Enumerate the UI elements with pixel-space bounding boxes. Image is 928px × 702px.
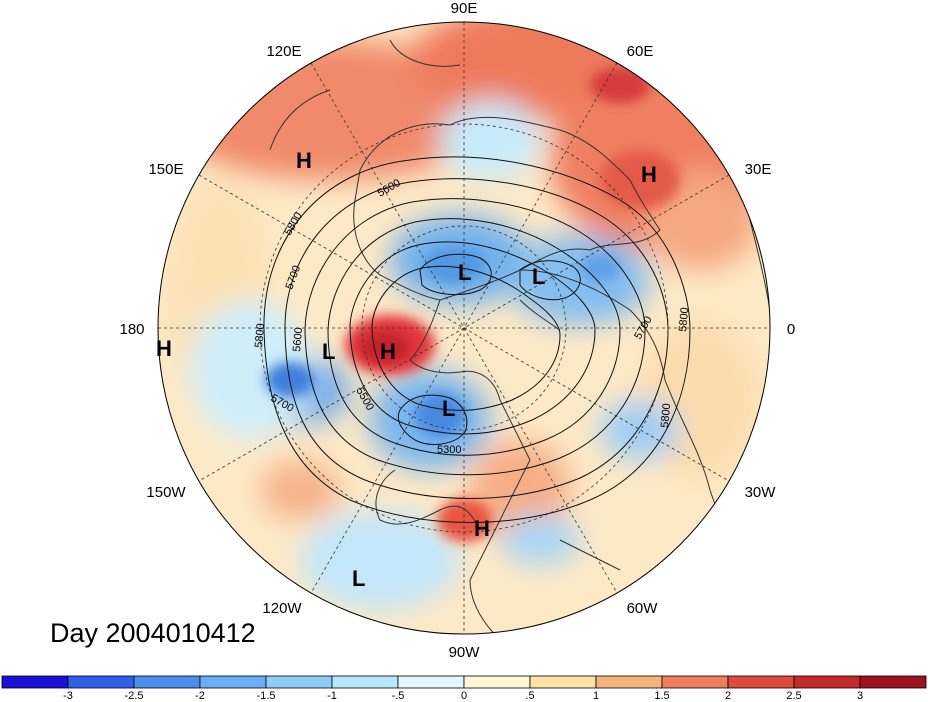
colorbar-swatch — [595, 675, 663, 689]
lon-label-150e: 150E — [148, 161, 183, 178]
colorbar-tick-label: -2.5 — [125, 690, 144, 702]
lon-label-120e: 120E — [266, 43, 301, 60]
colorbar-tick-label: -3 — [63, 690, 73, 702]
colorbar-tick-label: 2.5 — [786, 690, 801, 702]
lon-label-90w: 90W — [449, 644, 481, 661]
low-pressure-marker: L — [458, 260, 471, 285]
colorbar-swatch — [1, 675, 69, 689]
colorbar-swatch — [793, 675, 861, 689]
colorbar-tick-label: 3 — [857, 690, 863, 702]
high-pressure-marker: H — [380, 339, 396, 364]
colorbar-tick-label: -1 — [327, 690, 337, 702]
contour-label: 5800 — [677, 307, 691, 332]
colorbar-tick-label: -.5 — [392, 690, 405, 702]
lon-label-180: 180 — [119, 321, 144, 338]
lon-label-60w: 60W — [627, 600, 659, 617]
colorbar-swatch — [331, 675, 399, 689]
colorbar-swatch — [727, 675, 795, 689]
high-pressure-marker: H — [296, 148, 312, 173]
contour-label: 5800 — [253, 323, 267, 348]
colorbar-tick-label: .5 — [525, 690, 534, 702]
colorbar-swatch — [397, 675, 465, 689]
lon-label-60e: 60E — [627, 43, 654, 60]
low-pressure-marker: L — [322, 339, 335, 364]
map-boundary — [157, 21, 771, 635]
low-pressure-marker: L — [352, 566, 365, 591]
lon-label-30e: 30E — [745, 161, 772, 178]
colorbar: -3 -2.5 -2 -1.5 -1 -.5 0 .5 1 1.5 2 2.5 3 — [1, 675, 927, 702]
lon-label-30w: 30W — [745, 484, 777, 501]
colorbar-tick-label: 1 — [593, 690, 599, 702]
colorbar-swatch — [529, 675, 597, 689]
contour-label: 5800 — [659, 403, 673, 428]
low-pressure-marker: L — [532, 264, 545, 289]
colorbar-swatch — [661, 675, 729, 689]
contour-label: 5300 — [437, 444, 461, 456]
high-pressure-marker: H — [474, 516, 490, 541]
colorbar-tick-label: -1.5 — [257, 690, 276, 702]
lon-label-120w: 120W — [262, 600, 302, 617]
colorbar-swatch — [133, 675, 201, 689]
colorbar-swatch — [859, 675, 927, 689]
pressure-centers: H H H H H L L L L L — [156, 148, 657, 591]
colorbar-tick-label: 0 — [461, 690, 467, 702]
low-pressure-marker: L — [442, 396, 455, 421]
height-contours — [263, 156, 691, 523]
colorbar-tick-label: 2 — [725, 690, 731, 702]
high-pressure-marker: H — [156, 336, 172, 361]
lon-label-150w: 150W — [146, 484, 186, 501]
map-title: Day 2004010412 — [50, 618, 256, 648]
lon-label-90e: 90E — [451, 0, 478, 17]
colorbar-swatch — [463, 675, 531, 689]
graticule — [158, 22, 770, 634]
contour-label: 5600 — [291, 327, 305, 352]
colorbar-swatch — [199, 675, 267, 689]
colorbar-tick-label: 1.5 — [654, 690, 669, 702]
colorbar-swatch — [265, 675, 333, 689]
lon-label-0: 0 — [787, 321, 795, 338]
colorbar-swatch — [67, 675, 135, 689]
colorbar-tick-label: -2 — [195, 690, 205, 702]
high-pressure-marker: H — [641, 162, 657, 187]
longitude-labels: 90E 60E 120E 30E 150E 180 0 150W 30W 120… — [119, 0, 795, 661]
